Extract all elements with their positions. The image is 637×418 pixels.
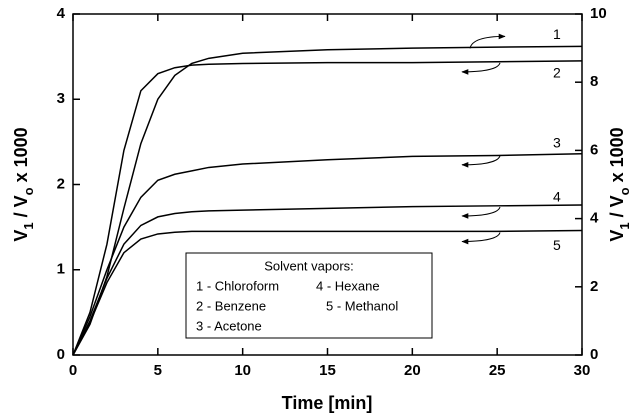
legend-entry: 4 - Hexane xyxy=(316,278,380,293)
y-tick-label: 4 xyxy=(57,5,66,22)
label-part: x 1000 xyxy=(607,127,627,187)
curve-arrow xyxy=(461,155,501,168)
curve-arrow xyxy=(469,33,506,49)
y2-tick-label: 10 xyxy=(590,5,607,22)
y2-tick-label: 6 xyxy=(590,141,598,158)
y-tick-label: 2 xyxy=(57,175,65,192)
label-part: V xyxy=(607,230,627,242)
x-tick-label: 5 xyxy=(154,362,162,379)
y-tick-label: 1 xyxy=(57,261,65,278)
label-part: V xyxy=(11,230,31,242)
label-part: o xyxy=(21,187,36,195)
y2-tick-label: 0 xyxy=(590,346,598,363)
curve-label: 1 xyxy=(553,26,561,42)
curve-arrow xyxy=(461,206,501,219)
y2-tick-label: 2 xyxy=(590,278,598,295)
y-tick-label: 0 xyxy=(57,346,65,363)
curve-arrow xyxy=(461,232,501,245)
label-part: 1 xyxy=(21,222,36,229)
x-tick-label: 30 xyxy=(574,362,591,379)
label-part: 1 xyxy=(617,222,632,229)
label-part: o xyxy=(617,187,632,195)
label-part: / V xyxy=(11,195,31,222)
label-part: / V xyxy=(607,195,627,222)
label-part: x 1000 xyxy=(11,127,31,187)
legend-box xyxy=(185,252,433,339)
legend-entry: 3 - Acetone xyxy=(196,318,262,333)
y2-tick-label: 4 xyxy=(590,210,599,227)
x-tick-label: 20 xyxy=(404,362,421,379)
x-axis-label: Time [min] xyxy=(282,393,373,413)
y2-tick-label: 8 xyxy=(590,73,598,90)
y2-axis-label: V1 / Vo x 1000 xyxy=(607,127,632,241)
legend-title: Solvent vapors: xyxy=(264,258,354,273)
curve-label: 2 xyxy=(553,65,561,81)
series-line xyxy=(72,204,583,356)
y-tick-label: 3 xyxy=(57,90,65,107)
x-tick-label: 10 xyxy=(234,362,251,379)
series-line xyxy=(72,229,583,356)
series-line xyxy=(72,153,583,356)
curve-label: 3 xyxy=(553,135,561,151)
x-tick-label: 25 xyxy=(489,362,506,379)
legend-entry: 5 - Methanol xyxy=(326,298,398,313)
x-tick-label: 0 xyxy=(69,362,77,379)
x-tick-label: 15 xyxy=(319,362,336,379)
series-line xyxy=(72,60,583,356)
legend-entry: 1 - Chloroform xyxy=(196,278,279,293)
curve-label: 5 xyxy=(553,237,561,253)
curve-arrow xyxy=(461,62,501,75)
y-axis-label: V1 / Vo x 1000 xyxy=(11,127,36,241)
legend-entry: 2 - Benzene xyxy=(196,298,266,313)
series-line xyxy=(72,45,583,356)
curve-label: 4 xyxy=(553,189,561,205)
